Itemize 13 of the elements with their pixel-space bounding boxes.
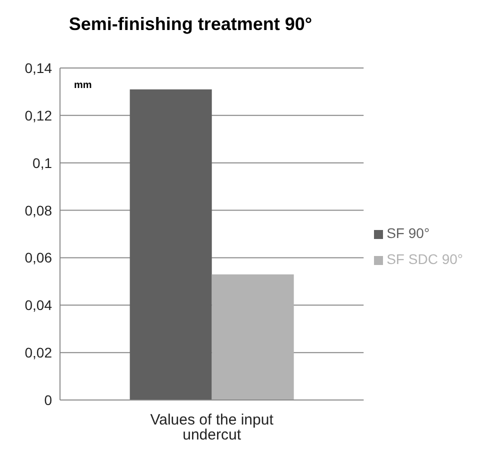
- legend-label: SF 90°: [386, 225, 430, 241]
- y-tick-label: 0,14: [24, 60, 52, 76]
- y-tick-label: 0,1: [32, 154, 52, 171]
- y-tick-label: 0,12: [24, 107, 52, 124]
- y-tick-label: 0,08: [24, 202, 52, 218]
- y-tick-label: 0,04: [24, 297, 52, 314]
- legend-label: SF SDC 90°: [386, 251, 463, 267]
- y-tick-label: 0: [44, 392, 52, 408]
- y-tick-label: 0,06: [24, 250, 52, 266]
- x-tick-label: Values of the input undercut: [150, 412, 274, 444]
- chart-title: Semi-finishing treatment 90°: [68, 13, 314, 36]
- text: mm: [74, 80, 92, 91]
- y-tick-label: 0,02: [24, 344, 52, 361]
